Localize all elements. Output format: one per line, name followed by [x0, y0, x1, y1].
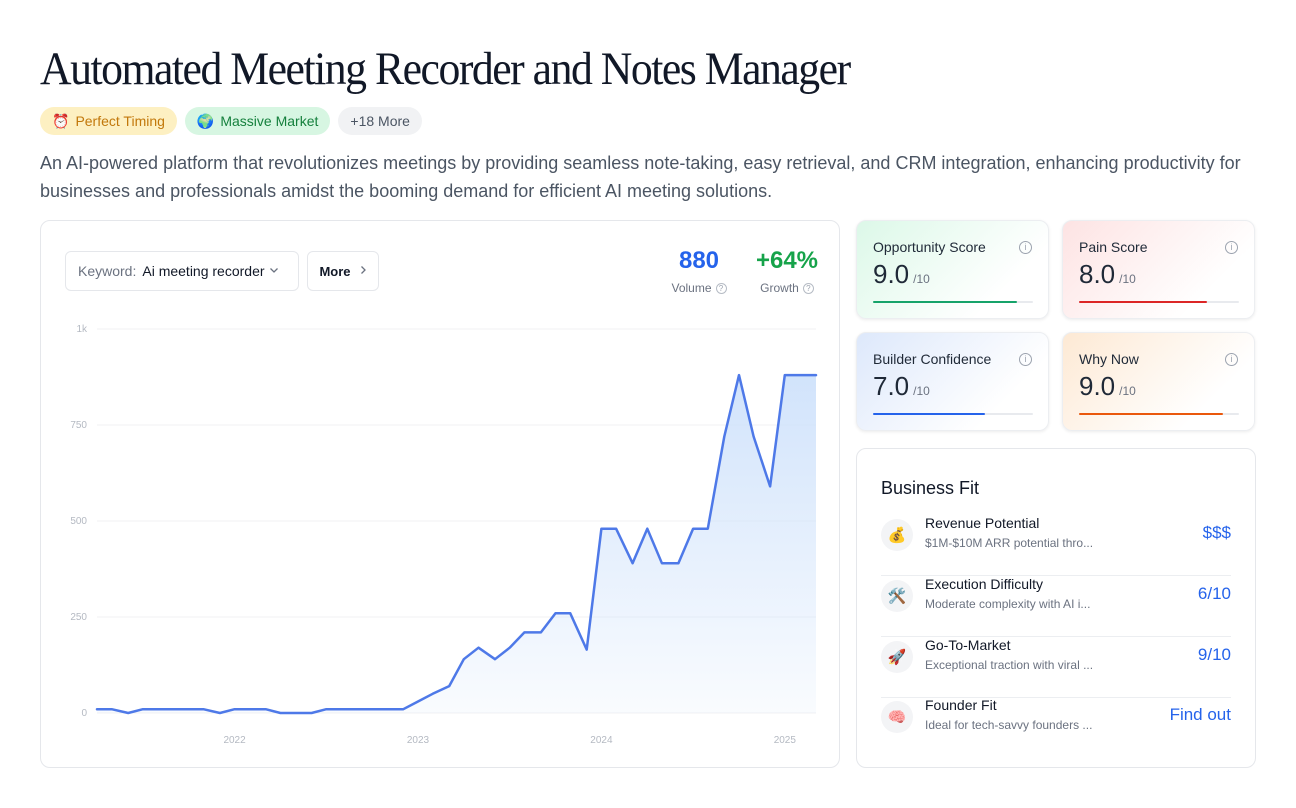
score-value-block: 9.0/10 [1079, 371, 1136, 402]
badge-label: +18 More [350, 113, 410, 129]
score-bar-fill [1079, 301, 1207, 303]
score-bar [873, 413, 1033, 415]
fit-value: $$$ [1202, 523, 1231, 542]
fit-desc: Ideal for tech-savvy founders ... [925, 718, 1093, 732]
globe-icon: 🌍 [196, 112, 215, 129]
money-bag-icon: 💰 [881, 519, 913, 551]
x-tick-label: 2024 [590, 735, 613, 746]
volume-stat: 880 Volume? [669, 245, 729, 295]
fit-desc: Exceptional traction with viral ... [925, 658, 1094, 672]
business-fit-title: Business Fit [881, 478, 980, 498]
badge-label: Perfect Timing [75, 113, 165, 129]
opportunity-score-card[interactable]: Opportunity Score i 9.0/10 [856, 220, 1049, 319]
chevron-down-icon [269, 265, 279, 278]
y-tick-label: 500 [70, 516, 87, 527]
score-value: 9.0 [873, 259, 910, 289]
score-bar [1079, 301, 1239, 303]
score-bar-fill [1079, 413, 1223, 415]
badge-perfect-timing[interactable]: ⏰ Perfect Timing [40, 107, 177, 135]
why-now-card[interactable]: Why Now i 9.0/10 [1062, 332, 1255, 431]
volume-value: 880 [678, 247, 720, 274]
score-bar-fill [873, 413, 985, 415]
alarm-clock-icon: ⏰ [52, 112, 70, 129]
more-button-label: More [319, 263, 351, 279]
x-tick-label: 2023 [407, 735, 430, 746]
fit-desc: Moderate complexity with AI i... [925, 597, 1091, 611]
chevron-right-icon [359, 264, 367, 278]
score-title: Pain Score [1079, 239, 1148, 255]
badge-massive-market[interactable]: 🌍 Massive Market [184, 107, 331, 135]
fit-row-go-to-market[interactable]: 🚀 Go-To-Market Exceptional traction with… [881, 637, 1231, 698]
fit-value: 6/10 [1197, 584, 1231, 603]
brain-icon: 🧠 [881, 701, 913, 733]
more-button[interactable]: More [307, 251, 379, 291]
growth-stat: +64% Growth? [747, 245, 827, 295]
score-title: Opportunity Score [873, 239, 986, 255]
page-title: Automated Meeting Recorder and Notes Man… [40, 43, 851, 95]
score-bar-fill [873, 301, 1017, 303]
fit-name: Execution Difficulty [925, 576, 1044, 592]
score-max: /10 [1119, 384, 1136, 398]
y-tick-label: 0 [81, 708, 87, 719]
info-icon[interactable]: i [1019, 353, 1032, 366]
score-bar [873, 301, 1033, 303]
info-icon[interactable]: i [1225, 353, 1238, 366]
info-icon[interactable]: i [1225, 241, 1238, 254]
score-value: 9.0 [1079, 371, 1116, 401]
score-max: /10 [913, 272, 930, 286]
fit-name: Revenue Potential [925, 515, 1040, 531]
help-icon[interactable]: ? [802, 282, 814, 294]
score-value-block: 7.0/10 [873, 371, 930, 402]
score-title: Why Now [1079, 351, 1139, 367]
growth-label: Growth [760, 281, 799, 295]
badge-list: ⏰ Perfect Timing 🌍 Massive Market +18 Mo… [40, 107, 422, 135]
fit-row-revenue[interactable]: 💰 Revenue Potential $1M-$10M ARR potenti… [881, 515, 1231, 576]
y-tick-label: 250 [70, 612, 87, 623]
pain-score-card[interactable]: Pain Score i 8.0/10 [1062, 220, 1255, 319]
score-value-block: 9.0/10 [873, 259, 930, 290]
badge-more[interactable]: +18 More [338, 107, 422, 135]
divider [881, 697, 1231, 698]
score-value: 8.0 [1079, 259, 1116, 289]
score-max: /10 [1119, 272, 1136, 286]
info-icon[interactable]: i [1019, 241, 1032, 254]
x-tick-label: 2022 [223, 735, 246, 746]
score-max: /10 [913, 384, 930, 398]
builder-confidence-card[interactable]: Builder Confidence i 7.0/10 [856, 332, 1049, 431]
badge-label: Massive Market [220, 113, 319, 129]
fit-name: Go-To-Market [925, 637, 1011, 653]
founder-fit-link[interactable]: Find out [1169, 705, 1231, 724]
y-tick-label: 750 [70, 420, 87, 431]
business-fit-card: Business Fit 💰 Revenue Potential $1M-$10… [856, 448, 1256, 768]
description: An AI-powered platform that revolutioniz… [40, 153, 1241, 201]
growth-value: +64% [755, 247, 819, 274]
fit-row-execution[interactable]: 🛠️ Execution Difficulty Moderate complex… [881, 576, 1231, 637]
divider [881, 636, 1231, 637]
trend-chart-card: Keyword: Ai meeting recorder More 880 Vo… [40, 220, 840, 768]
score-value-block: 8.0/10 [1079, 259, 1136, 290]
fit-row-founder[interactable]: 🧠 Founder Fit Ideal for tech-savvy found… [881, 697, 1231, 758]
help-icon[interactable]: ? [715, 282, 727, 294]
divider [881, 575, 1231, 576]
trend-chart: 0 250 500 750 1k 2022 2023 2024 2025 [70, 324, 818, 746]
y-tick-label: 1k [76, 324, 88, 335]
volume-label: Volume [671, 281, 712, 295]
fit-value: 9/10 [1197, 645, 1231, 664]
keyword-select[interactable]: Keyword: Ai meeting recorder [65, 251, 299, 291]
keyword-value: Ai meeting recorder [142, 263, 265, 279]
fit-name: Founder Fit [925, 697, 997, 713]
keyword-label: Keyword: [78, 263, 137, 279]
x-tick-label: 2025 [774, 735, 797, 746]
rocket-icon: 🚀 [881, 641, 913, 673]
tools-icon: 🛠️ [881, 580, 913, 612]
fit-desc: $1M-$10M ARR potential thro... [925, 536, 1094, 550]
series-area [97, 375, 816, 713]
score-bar [1079, 413, 1239, 415]
score-title: Builder Confidence [873, 351, 992, 367]
score-value: 7.0 [873, 371, 910, 401]
series-line [95, 373, 818, 715]
